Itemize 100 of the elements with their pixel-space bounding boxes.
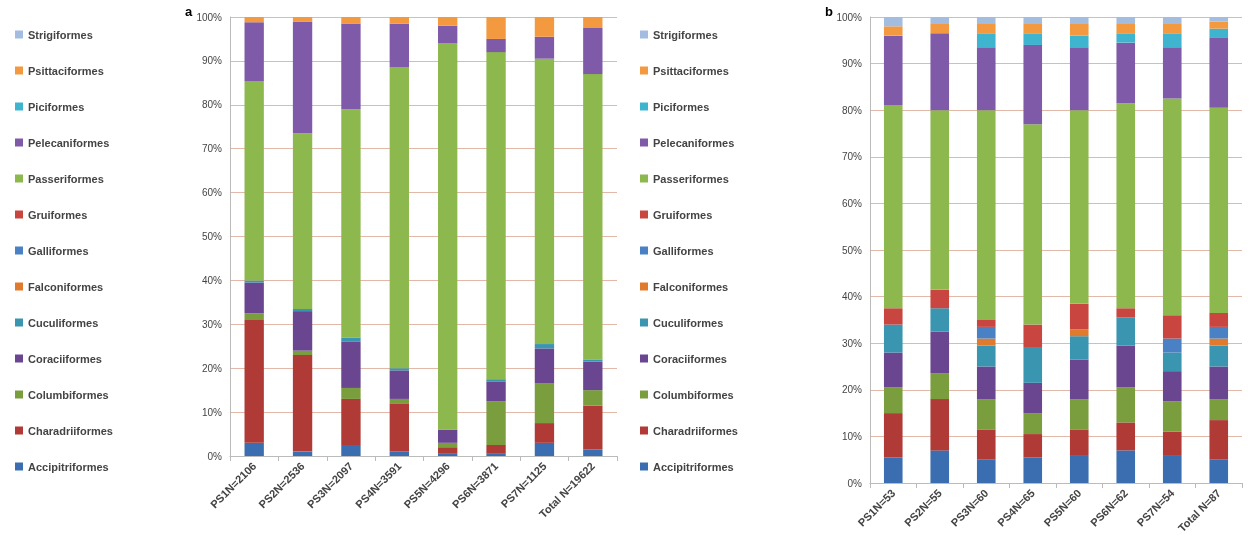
- y-tick-label: 70%: [841, 151, 863, 163]
- bar: [292, 311, 313, 351]
- bar: [883, 352, 903, 388]
- y-tick-label: 60%: [201, 187, 223, 199]
- bar: [1116, 17, 1136, 24]
- y-tick-label: 40%: [201, 274, 223, 286]
- bar: [534, 383, 555, 424]
- bar: [534, 442, 555, 456]
- bar: [1116, 387, 1136, 423]
- legend-label: Piciformes: [653, 100, 710, 113]
- bar: [1069, 329, 1089, 337]
- y-tick-label: 10%: [201, 406, 223, 418]
- bar: [1162, 315, 1182, 339]
- bar: [1162, 23, 1182, 34]
- bar: [389, 17, 409, 24]
- bar: [486, 17, 506, 39]
- bar: [438, 429, 458, 443]
- y-tick-label: 0%: [847, 477, 863, 489]
- bar: [1162, 17, 1182, 24]
- bar: [1116, 308, 1136, 318]
- bar: [1209, 28, 1229, 38]
- bar: [1162, 47, 1182, 99]
- bar: [1209, 312, 1229, 327]
- y-tick-label: 40%: [841, 291, 863, 303]
- bar: [1209, 345, 1229, 367]
- bar: [976, 338, 996, 346]
- bar: [244, 280, 264, 283]
- legend-label: Gruiformes: [653, 208, 713, 221]
- bar: [1116, 33, 1136, 43]
- bar: [1209, 366, 1229, 400]
- bar: [244, 319, 264, 443]
- y-tick-label: 100%: [836, 11, 863, 23]
- bar: [583, 449, 603, 456]
- bar: [976, 326, 996, 339]
- bar: [1023, 44, 1043, 125]
- y-tick-label: 20%: [841, 384, 863, 396]
- bar: [1023, 33, 1043, 45]
- bar: [292, 308, 313, 312]
- legend-label: Charadriiformes: [28, 424, 113, 437]
- bar: [1162, 98, 1182, 316]
- bar: [292, 133, 313, 309]
- bar: [341, 109, 361, 338]
- bar: [244, 81, 264, 281]
- legend-label: Coraciiformes: [28, 352, 102, 365]
- bar: [1023, 347, 1043, 383]
- bar: [244, 17, 264, 23]
- bar: [1023, 324, 1043, 348]
- legend-label: Accipitriformes: [28, 460, 109, 473]
- bar: [389, 370, 409, 399]
- bar: [486, 379, 506, 382]
- legend-label: Psittaciformes: [653, 64, 729, 77]
- y-tick-label: 80%: [841, 104, 863, 116]
- bar: [583, 405, 603, 450]
- bar: [292, 355, 313, 452]
- bar: [583, 27, 603, 75]
- bar: [341, 337, 361, 342]
- bar: [389, 67, 409, 369]
- bar: [486, 445, 506, 454]
- bar: [976, 399, 996, 430]
- bar: [1162, 33, 1182, 48]
- legend-label: Strigiformes: [28, 28, 93, 41]
- bar: [1209, 459, 1229, 483]
- bar: [438, 17, 458, 26]
- bar: [486, 381, 506, 402]
- bar: [1209, 399, 1229, 421]
- bar: [976, 345, 996, 367]
- bar: [1069, 35, 1089, 48]
- bar: [1069, 47, 1089, 111]
- bar: [1116, 317, 1136, 346]
- bar: [930, 289, 950, 309]
- bar: [583, 74, 603, 360]
- chart-title: b: [825, 4, 833, 19]
- bar: [534, 36, 555, 59]
- bar: [1116, 103, 1136, 309]
- bar: [1069, 110, 1089, 304]
- bar: [1023, 457, 1043, 483]
- bar: [1209, 37, 1229, 108]
- legend-label: Gruiformes: [28, 208, 88, 221]
- y-tick-label: 100%: [196, 11, 223, 23]
- legend-label: Cuculiformes: [28, 316, 99, 329]
- bar: [1069, 303, 1089, 330]
- bar: [883, 105, 903, 309]
- bar: [486, 453, 506, 456]
- bar: [1023, 382, 1043, 414]
- bar: [1023, 434, 1043, 458]
- bar: [534, 348, 555, 384]
- bar: [583, 359, 603, 362]
- bar: [244, 313, 264, 320]
- bar: [930, 399, 950, 451]
- legend-label: Falconiformes: [28, 280, 104, 293]
- bar: [1162, 352, 1182, 372]
- y-tick-label: 70%: [201, 143, 223, 155]
- bar: [1162, 338, 1182, 353]
- bar: [976, 110, 996, 320]
- legend-label: Coraciiformes: [653, 352, 727, 365]
- bar: [341, 445, 361, 456]
- bar: [341, 387, 361, 399]
- bar: [930, 450, 950, 483]
- bar: [486, 52, 506, 380]
- bar: [883, 387, 903, 414]
